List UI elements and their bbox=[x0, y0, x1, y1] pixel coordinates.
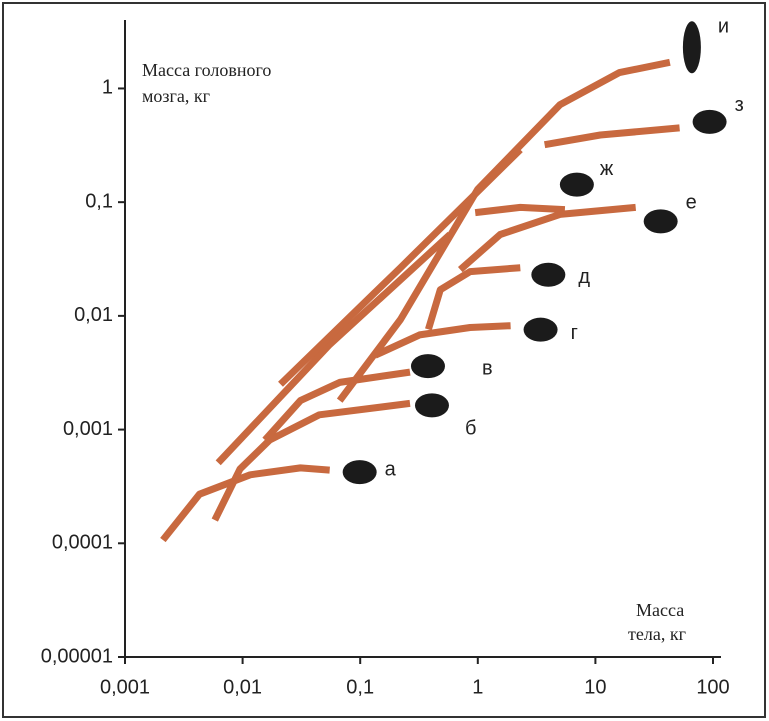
animal-silhouette bbox=[342, 460, 377, 485]
curve-label: и bbox=[718, 16, 729, 38]
growth-curve bbox=[543, 124, 680, 149]
x-tick-label: 100 bbox=[696, 676, 729, 698]
x-tick-label: 0,1 bbox=[346, 676, 374, 698]
growth-curve bbox=[457, 203, 637, 273]
x-tick-label: 10 bbox=[584, 676, 606, 698]
y-tick-label: 0,0001 bbox=[52, 532, 113, 554]
x-tick-label: 1 bbox=[472, 676, 483, 698]
curve-label: е bbox=[686, 192, 697, 214]
y-tick-label: 0,01 bbox=[74, 304, 113, 326]
animal-silhouette bbox=[410, 354, 445, 379]
growth-curve bbox=[373, 322, 511, 359]
animal-silhouette bbox=[523, 317, 558, 342]
growth-curve bbox=[160, 464, 330, 543]
animal-silhouette bbox=[414, 393, 449, 418]
y-axis-label: мозга, кг bbox=[142, 86, 210, 106]
curve-label: б bbox=[465, 418, 476, 440]
y-tick-label: 0,001 bbox=[63, 418, 113, 440]
y-axis-label: Масса головного bbox=[142, 60, 271, 80]
y-tick-label: 1 bbox=[102, 77, 113, 99]
growth-curve bbox=[211, 399, 411, 522]
x-tick-label: 0,001 bbox=[100, 676, 150, 698]
curve-label: ж bbox=[600, 158, 614, 180]
curve-label: в bbox=[482, 357, 493, 379]
x-axis-label: тела, кг bbox=[628, 624, 686, 644]
y-tick-label: 0,00001 bbox=[41, 645, 113, 667]
growth-curve bbox=[215, 231, 453, 466]
growth-curve bbox=[336, 58, 671, 403]
growth-curve bbox=[425, 264, 521, 331]
curve-label: д bbox=[578, 266, 590, 288]
y-tick-label: 0,1 bbox=[85, 190, 113, 212]
animal-silhouette bbox=[531, 262, 566, 287]
growth-curve bbox=[474, 203, 566, 217]
animal-silhouette bbox=[559, 172, 594, 197]
animal-silhouette bbox=[643, 209, 678, 234]
animal-silhouette bbox=[682, 21, 701, 74]
growth-curve bbox=[278, 147, 523, 387]
animal-silhouette bbox=[692, 109, 727, 134]
curve-label: з bbox=[735, 94, 744, 116]
x-axis-label: Масса bbox=[636, 600, 684, 620]
x-tick-label: 0,01 bbox=[223, 676, 262, 698]
curve-label: а bbox=[385, 458, 397, 480]
growth-curve bbox=[262, 368, 411, 443]
curve-label: г bbox=[571, 322, 578, 344]
